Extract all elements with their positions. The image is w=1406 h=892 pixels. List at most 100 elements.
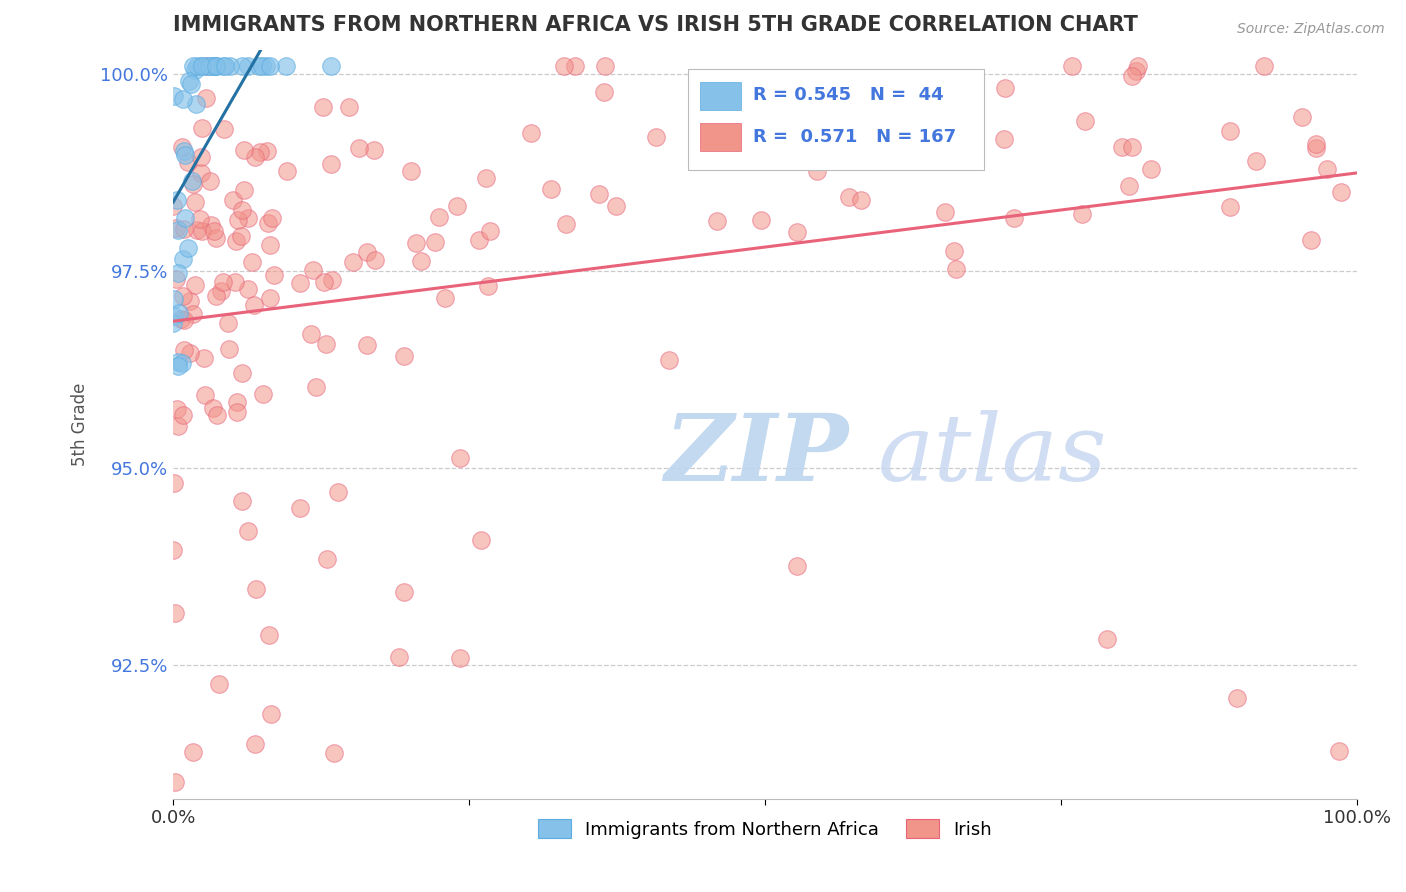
- Point: [1330, 185, 1353, 199]
- Text: ZIP: ZIP: [665, 409, 849, 500]
- Point: [1111, 140, 1133, 154]
- Point: [449, 451, 471, 466]
- Point: [233, 143, 256, 157]
- Point: [167, 266, 190, 280]
- Point: [806, 164, 828, 178]
- Point: [231, 493, 253, 508]
- Point: [212, 275, 235, 289]
- Point: [191, 120, 214, 135]
- Text: R =  0.571   N = 167: R = 0.571 N = 167: [754, 128, 956, 145]
- Point: [233, 183, 256, 197]
- Point: [205, 59, 228, 73]
- Point: [319, 59, 342, 73]
- Point: [195, 59, 218, 73]
- Point: [1121, 69, 1143, 83]
- Point: [706, 213, 728, 227]
- Point: [260, 707, 283, 722]
- Point: [252, 387, 274, 401]
- Point: [200, 218, 222, 232]
- Point: [202, 401, 225, 415]
- Point: [250, 59, 273, 73]
- Point: [236, 282, 259, 296]
- Point: [177, 74, 200, 88]
- Point: [184, 278, 207, 293]
- Point: [172, 92, 194, 106]
- Point: [190, 150, 212, 164]
- Point: [593, 59, 616, 73]
- Point: [204, 288, 226, 302]
- Point: [205, 59, 228, 73]
- Bar: [700, 82, 741, 111]
- Point: [322, 746, 344, 760]
- Point: [259, 237, 281, 252]
- Point: [312, 275, 335, 289]
- Point: [555, 217, 578, 231]
- Point: [231, 202, 253, 217]
- Point: [347, 141, 370, 155]
- Point: [1316, 162, 1339, 177]
- Point: [249, 145, 271, 159]
- Point: [605, 199, 627, 213]
- Point: [477, 279, 499, 293]
- Point: [1139, 161, 1161, 176]
- Point: [1218, 124, 1240, 138]
- Point: [208, 677, 231, 691]
- Point: [247, 59, 270, 73]
- Point: [644, 130, 666, 145]
- Point: [173, 144, 195, 158]
- Point: [172, 408, 194, 422]
- Point: [190, 166, 212, 180]
- Point: [184, 194, 207, 209]
- Point: [934, 205, 956, 219]
- Point: [173, 313, 195, 327]
- Point: [409, 254, 432, 268]
- Point: [449, 650, 471, 665]
- Point: [337, 100, 360, 114]
- Point: [363, 143, 385, 157]
- Point: [174, 147, 197, 161]
- Point: [425, 235, 447, 249]
- Point: [163, 292, 186, 306]
- Point: [236, 211, 259, 226]
- Point: [721, 119, 744, 133]
- Point: [592, 85, 614, 99]
- Point: [256, 216, 278, 230]
- Point: [245, 582, 267, 597]
- Point: [174, 211, 197, 225]
- Point: [1244, 153, 1267, 168]
- Text: IMMIGRANTS FROM NORTHERN AFRICA VS IRISH 5TH GRADE CORRELATION CHART: IMMIGRANTS FROM NORTHERN AFRICA VS IRISH…: [173, 15, 1137, 35]
- Point: [786, 558, 808, 573]
- Point: [1118, 179, 1140, 194]
- Point: [945, 262, 967, 277]
- Point: [260, 211, 283, 225]
- Point: [695, 80, 717, 95]
- Point: [697, 149, 720, 163]
- Point: [173, 221, 195, 235]
- Point: [301, 262, 323, 277]
- Point: [165, 272, 187, 286]
- Point: [166, 193, 188, 207]
- Point: [167, 355, 190, 369]
- Point: [1291, 110, 1313, 124]
- Point: [1226, 690, 1249, 705]
- Point: [290, 277, 312, 291]
- Point: [305, 380, 328, 394]
- Point: [166, 222, 188, 236]
- Point: [165, 221, 187, 235]
- Point: [181, 745, 204, 759]
- Point: [290, 500, 312, 515]
- Point: [217, 316, 239, 330]
- Point: [205, 408, 228, 422]
- Point: [1073, 113, 1095, 128]
- Point: [172, 356, 194, 370]
- Point: [218, 342, 240, 356]
- Point: [162, 199, 184, 213]
- Point: [276, 164, 298, 178]
- Point: [1070, 207, 1092, 221]
- Point: [179, 346, 201, 360]
- Point: [467, 234, 489, 248]
- Point: [172, 252, 194, 266]
- Point: [993, 132, 1015, 146]
- Point: [163, 475, 186, 490]
- Point: [356, 245, 378, 260]
